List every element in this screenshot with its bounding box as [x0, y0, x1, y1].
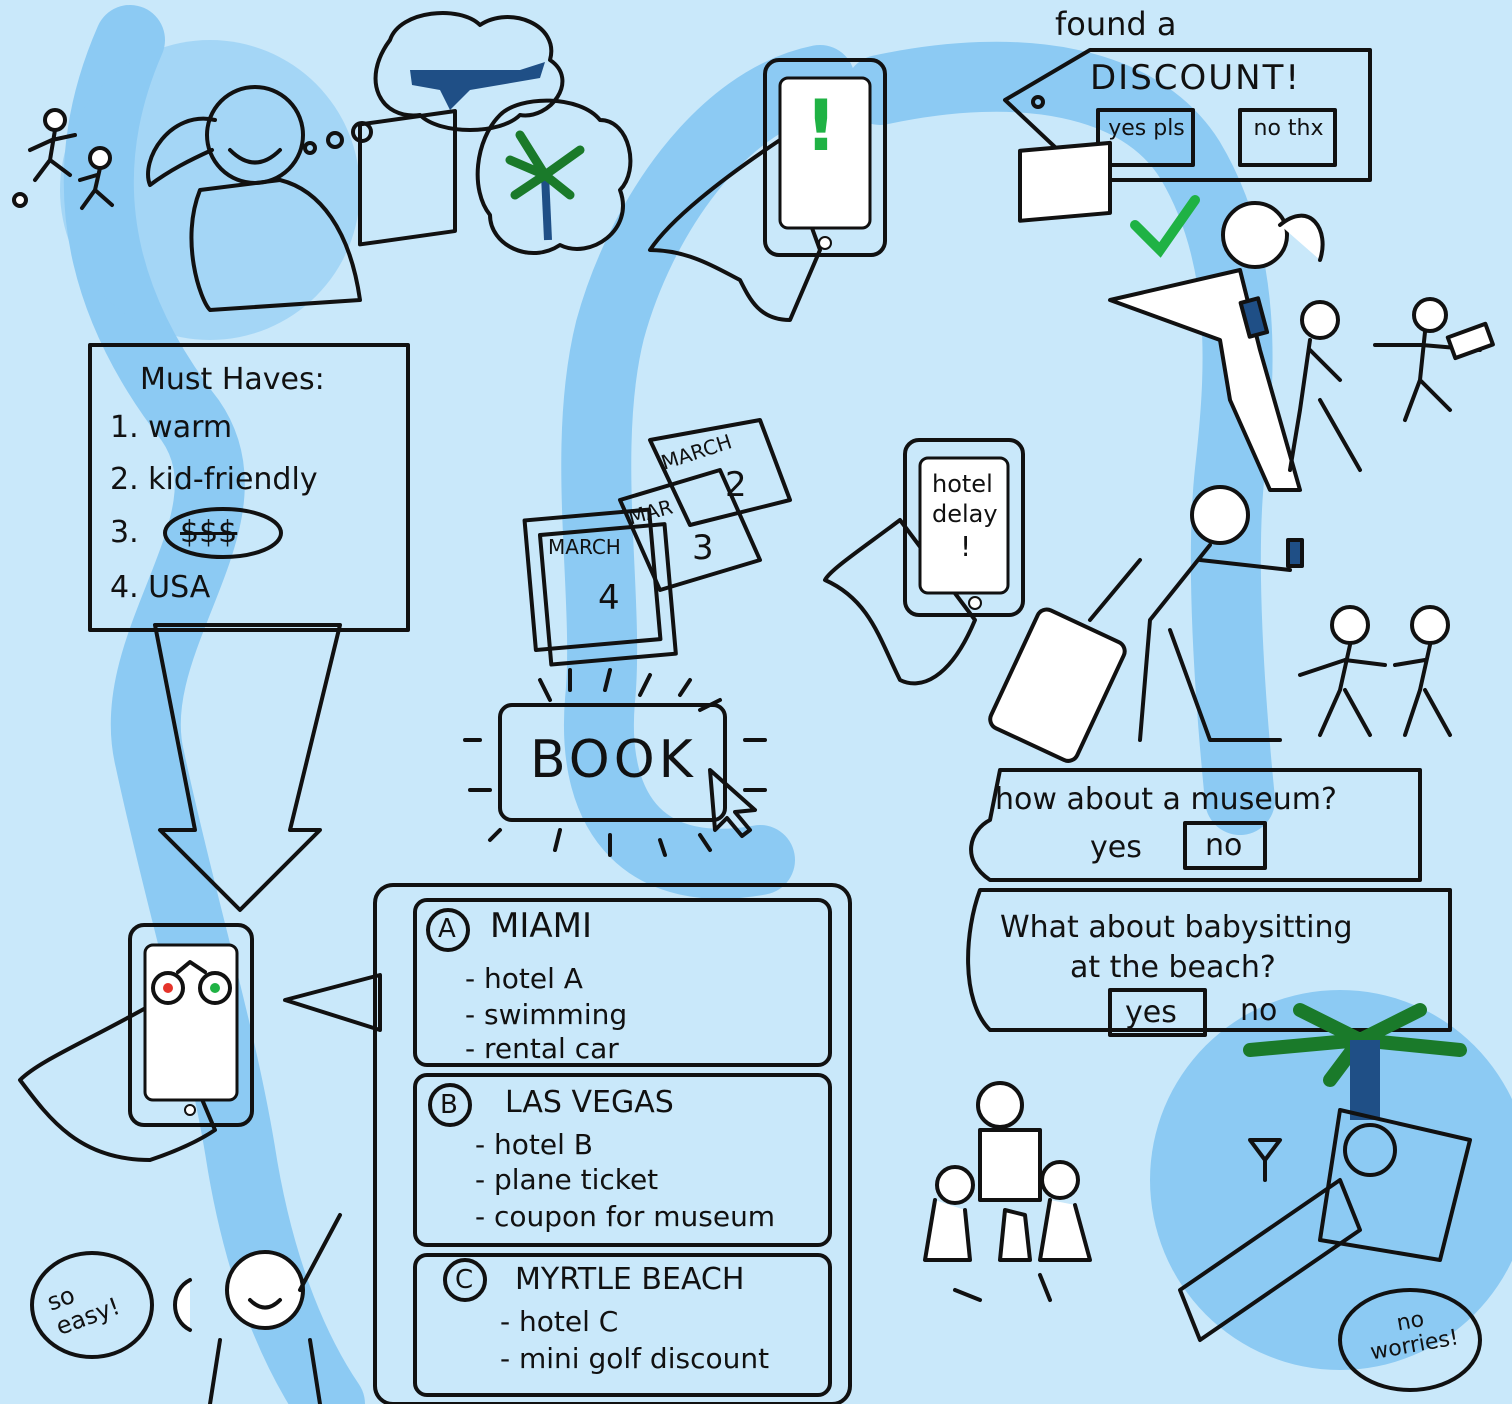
museum-no: no [1205, 828, 1243, 863]
palm-tree-icon [505, 130, 585, 200]
option-item: - hotel A [465, 962, 583, 995]
book-label: BOOK [530, 730, 697, 790]
option-item: - rental car [465, 1032, 619, 1065]
budget-circle [163, 507, 283, 559]
discount-yes-box [1096, 108, 1195, 167]
discount-tag-shape [1003, 48, 1372, 182]
owl-eye-right-icon [198, 971, 232, 1005]
option-item: - hotel C [500, 1305, 619, 1338]
cursor-icon [708, 768, 757, 838]
babysitting-yes: yes [1125, 995, 1177, 1030]
discount-no-box [1238, 108, 1337, 167]
babysitting-line: at the beach? [1070, 950, 1276, 985]
option-badge-letter: C [455, 1265, 474, 1295]
option-item: - coupon for museum [475, 1200, 776, 1233]
hotel-delay-line: delay [932, 500, 998, 528]
down-arrow-icon [153, 623, 342, 912]
superhero-phone-app [18, 923, 254, 1162]
calendar-day: 4 [598, 578, 620, 618]
alert-exclamation: ! [805, 85, 837, 167]
no-worries-bubble [1338, 1288, 1482, 1392]
babysitting-no: no [1240, 993, 1278, 1028]
tag-hole [1031, 95, 1045, 109]
museum-no-box [1183, 821, 1267, 870]
option-item: - swimming [465, 998, 628, 1031]
option-city: LAS VEGAS [505, 1085, 674, 1120]
option-c-card [413, 1253, 832, 1397]
so-easy-bubble [30, 1251, 154, 1359]
must-haves-title: Must Haves: [140, 362, 325, 397]
option-badge-letter: A [438, 914, 456, 944]
option-badge-a [426, 908, 470, 952]
option-badge-letter: B [440, 1090, 458, 1120]
budget-symbol: $$$ [180, 515, 238, 550]
calendar-day: 2 [725, 465, 747, 505]
option-badge-b [428, 1083, 472, 1127]
option-a-card [413, 898, 832, 1067]
babysitting-line: What about babysitting [1000, 910, 1353, 945]
woman-at-laptop-illustration [146, 85, 457, 312]
options-panel [373, 883, 852, 1404]
option-city: MIAMI [490, 906, 592, 946]
must-have-item: 1. warm [110, 410, 233, 445]
airplane-icon [410, 62, 545, 110]
happy-person-illustration [173, 1213, 342, 1404]
family-handing-laptop-illustration [1018, 140, 1495, 492]
discount-title: DISCOUNT! [1090, 58, 1302, 98]
option-city: MYRTLE BEACH [515, 1262, 745, 1297]
beach-relax-illustration [1178, 1003, 1472, 1342]
must-have-item: 3. [110, 515, 139, 550]
museum-bubble [969, 768, 1422, 882]
superhero-phone-alert [648, 58, 887, 322]
option-item: - hotel B [475, 1128, 593, 1161]
traveler-with-suitcase-illustration [988, 485, 1452, 763]
option-b-card [413, 1073, 832, 1247]
thought-cloud-plane [373, 11, 565, 132]
superhero-phone-delay [823, 438, 1025, 686]
options-pointer [283, 973, 382, 1032]
book-button-illustration [463, 668, 767, 857]
must-have-item: 4. USA [110, 570, 211, 605]
mom-with-kids-illustration [923, 1081, 1092, 1302]
babysitting-bubble [966, 888, 1452, 1032]
discount-prefix: found a [1055, 5, 1177, 43]
must-have-item: 2. kid-friendly [110, 462, 318, 497]
museum-yes: yes [1090, 830, 1142, 865]
thought-cloud-palm [475, 98, 633, 256]
must-haves-card [88, 343, 410, 632]
babysitting-yes-box [1108, 988, 1207, 1037]
option-badge-c [443, 1258, 487, 1302]
calendar-illustration [522, 418, 792, 667]
checkmark-icon [1130, 195, 1200, 258]
discount-yes-label: yes pls [1108, 116, 1185, 141]
hotel-delay-line: hotel [932, 470, 993, 498]
calendar-month: MARCH [548, 535, 621, 559]
museum-question: how about a museum? [995, 782, 1337, 817]
kids-running-illustration [12, 108, 114, 210]
discount-no-label: no thx [1253, 116, 1324, 141]
option-item: - plane ticket [475, 1163, 659, 1196]
owl-eye-left-icon [151, 971, 185, 1005]
hotel-delay-line: ! [960, 530, 972, 563]
option-item: - mini golf discount [500, 1342, 770, 1375]
calendar-day: 3 [692, 528, 714, 568]
